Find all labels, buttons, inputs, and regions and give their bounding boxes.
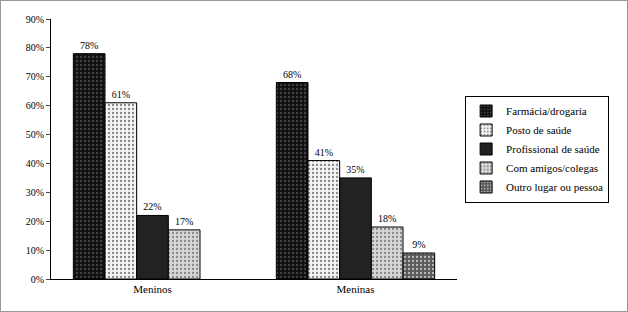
svg-text:61%: 61% (112, 89, 130, 100)
svg-text:Outro lugar ou pessoa: Outro lugar ou pessoa (506, 181, 603, 193)
svg-text:35%: 35% (346, 164, 364, 175)
svg-text:Meninas: Meninas (337, 283, 375, 295)
svg-text:Com amigos/colegas: Com amigos/colegas (506, 162, 598, 174)
svg-text:50%: 50% (26, 129, 44, 140)
svg-text:Meninos: Meninos (133, 283, 172, 295)
svg-text:40%: 40% (26, 158, 44, 169)
svg-text:17%: 17% (175, 216, 193, 227)
svg-text:90%: 90% (26, 14, 44, 25)
svg-text:Posto de saúde: Posto de saúde (506, 124, 572, 136)
svg-text:10%: 10% (26, 245, 44, 256)
svg-text:60%: 60% (26, 100, 44, 111)
svg-text:80%: 80% (26, 42, 44, 53)
svg-text:70%: 70% (26, 71, 44, 82)
svg-text:Profissional de saúde: Profissional de saúde (506, 143, 600, 155)
svg-text:0%: 0% (31, 274, 44, 285)
svg-text:30%: 30% (26, 187, 44, 198)
svg-text:78%: 78% (80, 40, 98, 51)
svg-text:18%: 18% (378, 213, 396, 224)
svg-text:20%: 20% (26, 216, 44, 227)
svg-text:9%: 9% (412, 239, 425, 250)
svg-text:22%: 22% (143, 201, 161, 212)
svg-text:68%: 68% (283, 69, 301, 80)
svg-text:41%: 41% (315, 147, 333, 158)
svg-text:Farmácia/drogaria: Farmácia/drogaria (506, 105, 587, 117)
